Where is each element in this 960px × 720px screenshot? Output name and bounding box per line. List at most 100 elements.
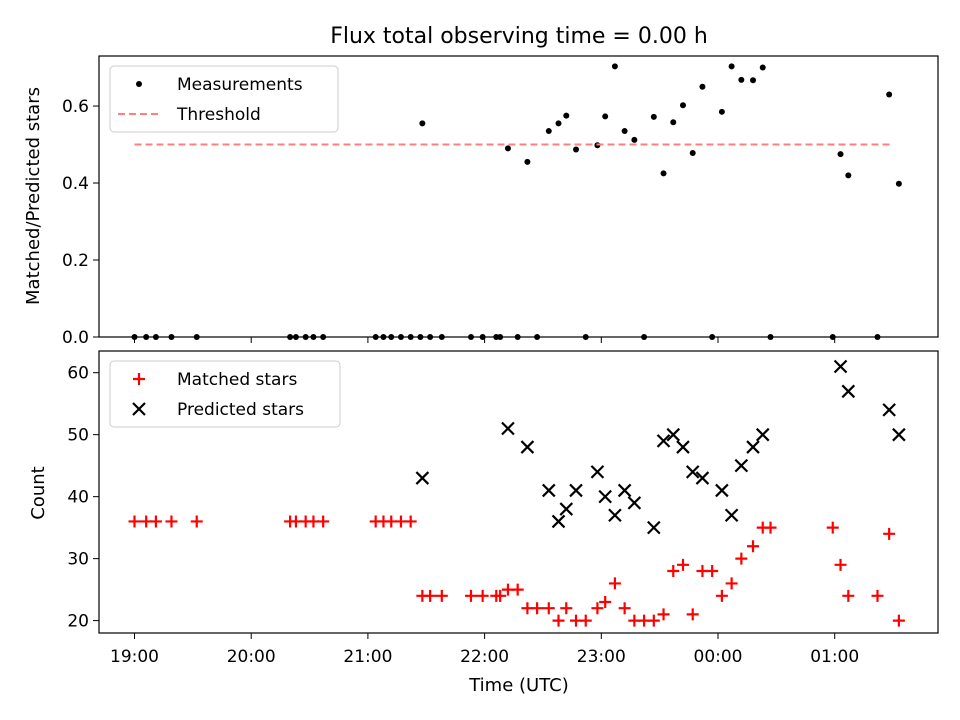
measurements-point bbox=[419, 120, 426, 127]
matched-stars-point bbox=[190, 515, 203, 528]
matched-stars-point bbox=[686, 608, 699, 621]
predicted-stars-point bbox=[627, 496, 642, 510]
predicted-stars-legend-label: Predicted stars bbox=[177, 400, 304, 420]
measurements-point bbox=[650, 113, 657, 120]
predicted-stars-point bbox=[882, 403, 896, 417]
predicted-stars-point bbox=[501, 421, 515, 436]
measurements-point bbox=[524, 158, 531, 165]
bottom-legend bbox=[109, 360, 341, 428]
predicted-stars-legend-marker bbox=[132, 402, 146, 416]
measurements-point bbox=[750, 77, 757, 84]
matched-stars-point bbox=[667, 565, 680, 578]
predicted-stars-point bbox=[590, 465, 605, 479]
matched-stars-point bbox=[476, 589, 489, 602]
bottom-y-tick-label: 40 bbox=[67, 488, 89, 508]
predicted-stars-point bbox=[746, 440, 760, 454]
measurements-point bbox=[504, 145, 511, 152]
predicted-stars-point bbox=[833, 359, 848, 374]
matched-stars-legend-marker bbox=[133, 373, 145, 385]
matched-stars-point bbox=[747, 540, 760, 553]
measurements-point bbox=[479, 334, 486, 340]
predicted-stars-point bbox=[569, 483, 583, 498]
plot-layer: 0.0 0.2 0.4 0.6 Measurements Threshold 20 30 40 5… bbox=[62, 55, 939, 667]
x-tick-label: 22:00 bbox=[460, 647, 509, 667]
predicted-stars-point bbox=[666, 427, 681, 442]
bottom-y-tick-label: 20 bbox=[67, 612, 89, 632]
measurements-point bbox=[573, 146, 580, 153]
matched-stars-point bbox=[404, 515, 417, 528]
x-tick-label: 01:00 bbox=[810, 647, 859, 667]
predicted-stars-point bbox=[542, 483, 556, 498]
measurements-point bbox=[320, 334, 327, 340]
measurements-point bbox=[168, 334, 175, 340]
measurements-legend-marker bbox=[136, 81, 142, 87]
measurements-point bbox=[310, 334, 317, 340]
matched-stars-point bbox=[464, 589, 477, 602]
measurements-point bbox=[143, 334, 150, 340]
top-y-axis-label: Matched/Predicted stars bbox=[23, 87, 44, 305]
matched-stars-point bbox=[494, 589, 507, 602]
predicted-stars-point bbox=[608, 508, 622, 523]
matched-stars-point bbox=[591, 602, 604, 615]
x-tick-label: 23:00 bbox=[577, 647, 626, 667]
top-y-tick-label: 0.6 bbox=[62, 97, 89, 117]
measurements-point bbox=[699, 83, 706, 90]
predicted-stars-point bbox=[755, 427, 770, 442]
matched-stars-point bbox=[892, 614, 905, 627]
matched-stars-point bbox=[542, 602, 555, 615]
predicted-stars-point bbox=[734, 458, 749, 473]
measurements-point bbox=[397, 334, 404, 340]
predicted-stars-point bbox=[676, 440, 690, 454]
measurements-point bbox=[563, 112, 570, 119]
matched-stars-point bbox=[531, 602, 544, 615]
measurements-point bbox=[621, 128, 628, 135]
threshold-legend-label: Threshold bbox=[176, 105, 261, 125]
measurements-point bbox=[514, 334, 521, 340]
matched-stars-point bbox=[317, 515, 330, 528]
predicted-stars-point bbox=[715, 483, 729, 498]
predicted-stars-point bbox=[520, 440, 535, 454]
measurements-point bbox=[660, 170, 667, 177]
measurements-point bbox=[131, 334, 138, 340]
bottom-y-tick-label: 30 bbox=[67, 550, 89, 570]
top-y-tick-label: 0.4 bbox=[62, 174, 89, 194]
measurements-point bbox=[534, 334, 541, 340]
measurements-point bbox=[895, 180, 902, 187]
matched-stars-point bbox=[706, 565, 719, 578]
measurements-point bbox=[467, 334, 474, 340]
measurements-point bbox=[372, 334, 379, 340]
chart-title: Flux total observing time = 0.00 h bbox=[330, 24, 708, 49]
measurements-point bbox=[886, 91, 893, 98]
matched-stars-point bbox=[871, 589, 884, 602]
bottom-axes-frame bbox=[98, 350, 939, 634]
predicted-stars-point bbox=[598, 489, 612, 504]
measurements-point bbox=[497, 334, 504, 340]
measurements-point bbox=[829, 334, 836, 340]
matched-stars-point bbox=[826, 521, 839, 534]
bottom-y-axis-label: Count bbox=[28, 466, 49, 519]
matched-stars-point bbox=[165, 515, 178, 528]
matched-stars-point bbox=[424, 589, 437, 602]
matched-stars-point bbox=[608, 577, 621, 590]
measurements-point bbox=[837, 151, 844, 158]
matched-stars-point bbox=[725, 577, 738, 590]
matched-stars-point bbox=[579, 614, 592, 627]
top-y-tick-label: 0.0 bbox=[62, 328, 89, 348]
predicted-stars-point bbox=[724, 508, 739, 523]
matched-stars-point bbox=[435, 589, 448, 602]
matched-stars-point bbox=[883, 527, 896, 540]
measurements-point bbox=[738, 76, 745, 83]
measurements-point bbox=[767, 334, 774, 340]
predicted-stars-point bbox=[617, 483, 632, 498]
measurements-point bbox=[759, 64, 766, 71]
measurements-point bbox=[845, 172, 852, 179]
measurements-point bbox=[292, 334, 299, 340]
matched-stars-point bbox=[618, 602, 631, 615]
predicted-stars-point bbox=[685, 465, 700, 479]
measurements-point bbox=[602, 113, 609, 120]
matched-stars-point bbox=[511, 583, 524, 596]
measurements-point bbox=[152, 334, 159, 340]
measurements-point bbox=[611, 63, 618, 70]
predicted-stars-point bbox=[656, 434, 671, 448]
